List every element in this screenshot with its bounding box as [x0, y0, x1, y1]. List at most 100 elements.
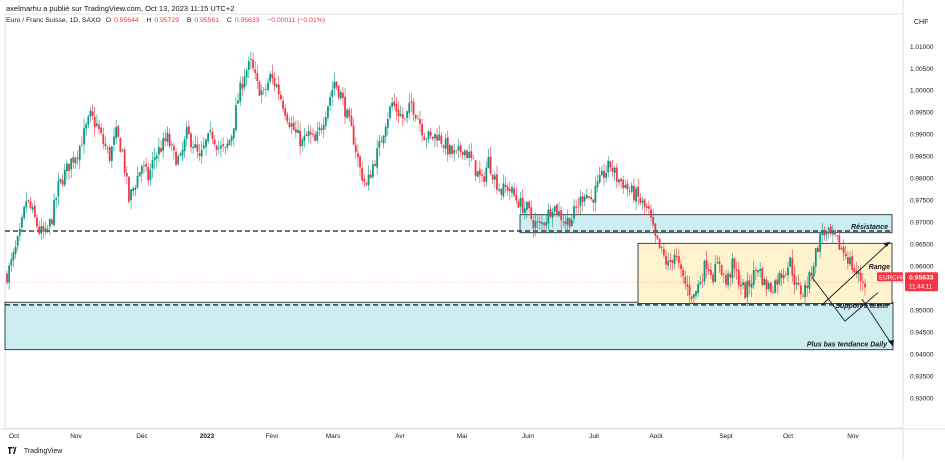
candle[interactable]: [795, 276, 798, 291]
candle[interactable]: [802, 292, 804, 298]
candle[interactable]: [658, 238, 661, 249]
candle[interactable]: [322, 117, 325, 138]
candle[interactable]: [419, 111, 421, 133]
candle[interactable]: [596, 174, 599, 193]
candle[interactable]: [515, 186, 518, 204]
candle[interactable]: [367, 164, 370, 191]
candle[interactable]: [517, 199, 520, 209]
candle[interactable]: [339, 89, 342, 100]
candle[interactable]: [485, 161, 488, 187]
candle[interactable]: [446, 130, 449, 162]
candle[interactable]: [121, 148, 124, 153]
candle[interactable]: [89, 107, 92, 123]
candle[interactable]: [55, 196, 58, 209]
candle[interactable]: [393, 93, 396, 110]
candle[interactable]: [410, 92, 413, 112]
candle[interactable]: [793, 264, 796, 295]
candle[interactable]: [76, 150, 79, 166]
candle[interactable]: [799, 281, 802, 300]
candle[interactable]: [444, 133, 447, 155]
candle[interactable]: [384, 123, 387, 143]
candle[interactable]: [378, 134, 381, 156]
candle[interactable]: [149, 163, 152, 186]
candle[interactable]: [778, 271, 781, 286]
candle[interactable]: [455, 150, 458, 155]
candle[interactable]: [44, 221, 47, 235]
candle[interactable]: [639, 193, 642, 205]
candle[interactable]: [489, 147, 492, 176]
candle[interactable]: [168, 128, 171, 149]
candle[interactable]: [551, 207, 554, 228]
candle[interactable]: [59, 178, 62, 185]
candle[interactable]: [647, 200, 650, 215]
candle[interactable]: [211, 127, 214, 145]
candle[interactable]: [187, 120, 190, 136]
candle[interactable]: [716, 255, 719, 264]
candle[interactable]: [241, 76, 244, 96]
candle[interactable]: [577, 197, 580, 215]
candle[interactable]: [404, 117, 406, 121]
candle[interactable]: [136, 166, 139, 189]
candle[interactable]: [652, 208, 655, 227]
candle[interactable]: [301, 137, 304, 152]
candle[interactable]: [725, 270, 727, 288]
candle[interactable]: [513, 182, 515, 198]
candle[interactable]: [51, 217, 53, 226]
candle[interactable]: [215, 144, 218, 156]
candle[interactable]: [695, 290, 697, 300]
candle[interactable]: [155, 152, 158, 168]
candle[interactable]: [560, 206, 563, 230]
candle[interactable]: [718, 256, 721, 274]
candle[interactable]: [220, 139, 222, 158]
candle[interactable]: [78, 144, 81, 170]
candle[interactable]: [232, 128, 235, 147]
candle[interactable]: [710, 262, 712, 280]
candle[interactable]: [93, 107, 96, 137]
candle[interactable]: [194, 135, 197, 149]
candle[interactable]: [665, 250, 667, 270]
candle[interactable]: [849, 251, 851, 266]
candle[interactable]: [104, 136, 107, 150]
candle[interactable]: [797, 274, 800, 287]
candle[interactable]: [217, 140, 220, 154]
candle[interactable]: [654, 222, 657, 243]
candle[interactable]: [85, 121, 88, 136]
candle[interactable]: [534, 212, 537, 236]
candle[interactable]: [451, 144, 453, 159]
candle[interactable]: [523, 200, 526, 220]
candle[interactable]: [566, 209, 569, 232]
candle[interactable]: [40, 217, 43, 240]
candle[interactable]: [177, 154, 180, 167]
candle[interactable]: [205, 138, 207, 156]
candle[interactable]: [727, 270, 729, 290]
candle[interactable]: [590, 189, 593, 202]
candle[interactable]: [324, 111, 327, 130]
candle[interactable]: [712, 272, 714, 285]
candle[interactable]: [834, 229, 836, 237]
candle[interactable]: [224, 146, 227, 155]
candle[interactable]: [245, 67, 248, 86]
candle[interactable]: [787, 261, 789, 282]
candle[interactable]: [440, 132, 443, 148]
candle[interactable]: [18, 222, 21, 242]
candle[interactable]: [331, 81, 334, 106]
candle[interactable]: [633, 178, 635, 204]
candle[interactable]: [95, 114, 98, 128]
candle[interactable]: [294, 120, 297, 138]
candle[interactable]: [12, 248, 15, 268]
candle[interactable]: [545, 213, 548, 233]
candle[interactable]: [746, 272, 749, 307]
candle[interactable]: [827, 226, 830, 239]
candle[interactable]: [316, 122, 319, 144]
candle[interactable]: [859, 265, 862, 291]
candle[interactable]: [579, 189, 582, 215]
candle[interactable]: [80, 136, 83, 147]
candle[interactable]: [391, 96, 394, 111]
candle[interactable]: [585, 188, 588, 199]
candle[interactable]: [731, 252, 734, 284]
candle[interactable]: [98, 119, 100, 135]
candle[interactable]: [622, 175, 625, 194]
candle[interactable]: [630, 181, 633, 194]
candle[interactable]: [748, 274, 751, 295]
candle[interactable]: [299, 122, 302, 155]
